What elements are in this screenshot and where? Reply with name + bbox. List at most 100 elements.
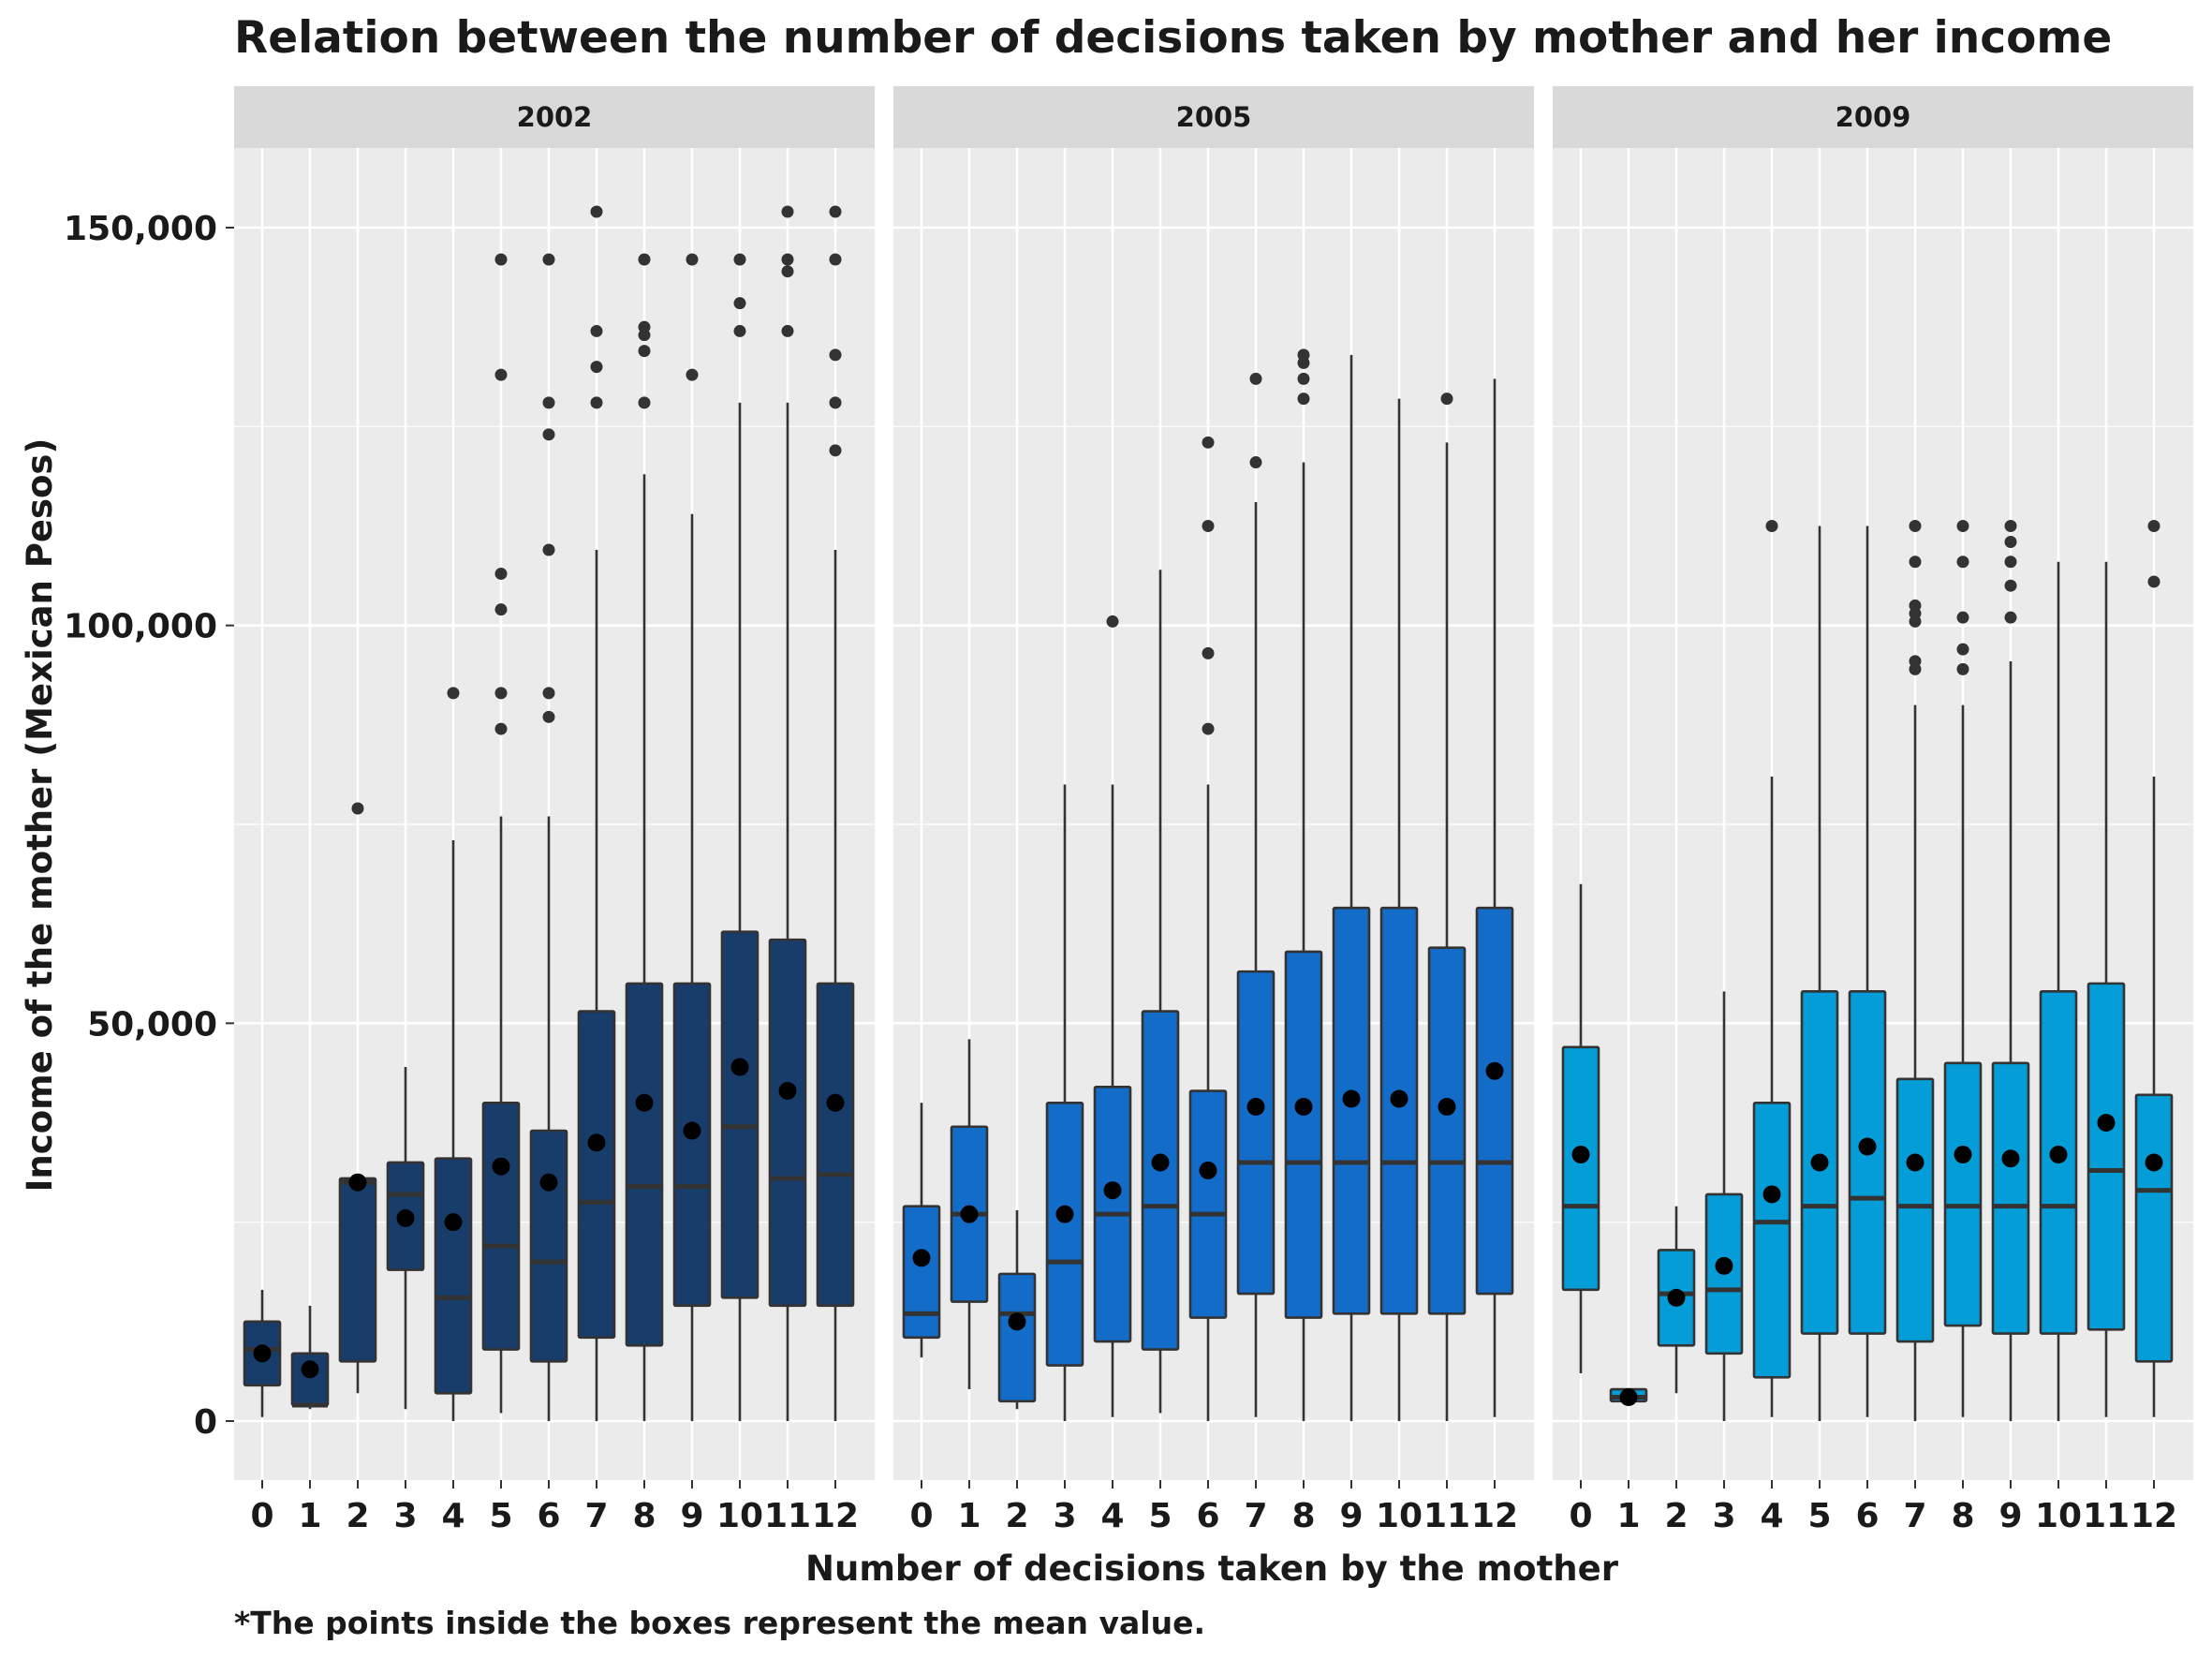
mean-point	[1294, 1098, 1313, 1117]
mean-point	[778, 1082, 797, 1101]
mean-point	[635, 1093, 654, 1112]
box-2009-6	[1848, 526, 1887, 1417]
outlier-point	[1765, 520, 1778, 532]
mean-point	[1906, 1153, 1924, 1172]
x-tick-label: 3	[1053, 1497, 1076, 1535]
box-body	[529, 1129, 568, 1363]
box-2005-12	[1475, 378, 1514, 1417]
box-body	[1561, 1045, 1600, 1292]
box-2009-8	[1943, 520, 1983, 1417]
mean-point	[444, 1213, 463, 1232]
outlier-point	[1909, 555, 1922, 569]
mean-point	[960, 1205, 979, 1223]
box-2009-5	[1800, 526, 1839, 1421]
y-tick-label: 50,000	[87, 1005, 217, 1044]
outlier-point	[447, 687, 460, 700]
box-2005-4	[1093, 615, 1132, 1417]
mean-point	[2145, 1153, 2163, 1172]
mean-point	[826, 1093, 845, 1112]
box-body	[1752, 1101, 1792, 1379]
box-2002-10	[720, 253, 759, 1421]
facet-strip	[893, 86, 1534, 148]
box-2002-7	[577, 205, 616, 1421]
outlier-point	[781, 265, 794, 278]
x-tick-label: 8	[632, 1497, 656, 1535]
box-body	[1848, 990, 1887, 1335]
mean-point	[1715, 1256, 1733, 1275]
box-2005-11	[1427, 393, 1467, 1421]
outlier-point	[781, 324, 794, 337]
outlier-point	[494, 603, 508, 616]
mean-point	[539, 1173, 558, 1192]
outlier-point	[1249, 372, 1262, 385]
box-2005-7	[1236, 372, 1276, 1417]
box-2005-8	[1284, 348, 1323, 1421]
y-axis-title: Income of the mother (Mexican Pesos)	[20, 438, 60, 1192]
outlier-point	[1956, 611, 1969, 624]
box-body	[1045, 1101, 1084, 1367]
box-2002-8	[625, 253, 664, 1421]
x-tick-label: 9	[1339, 1497, 1363, 1535]
outlier-point	[1202, 520, 1215, 532]
outlier-point	[1909, 520, 1922, 532]
box-body	[2134, 1093, 2174, 1363]
x-tick-label: 12	[2131, 1497, 2177, 1535]
outlier-point	[2004, 611, 2017, 624]
x-axis-title: Number of decisions taken by the mother	[805, 1548, 1619, 1589]
x-tick-label: 12	[1471, 1497, 1518, 1535]
outlier-point	[1440, 393, 1453, 406]
outlier-point	[1956, 555, 1969, 569]
outlier-point	[590, 205, 603, 218]
box-2005-10	[1379, 398, 1419, 1421]
y-tick-label: 100,000	[64, 608, 217, 646]
x-tick-label: 0	[1569, 1497, 1592, 1535]
y-tick-label: 150,000	[64, 210, 217, 248]
box-2002-2	[338, 802, 377, 1394]
x-tick-label: 10	[2035, 1497, 2082, 1535]
outlier-point	[2004, 535, 2017, 548]
box-body	[1141, 1010, 1180, 1351]
x-tick-label: 3	[393, 1497, 417, 1535]
outlier-point	[1297, 393, 1310, 406]
box-2009-10	[2039, 561, 2078, 1421]
x-tick-label: 12	[812, 1497, 859, 1535]
outlier-point	[638, 253, 651, 266]
outlier-point	[542, 396, 555, 409]
x-tick-label: 11	[1423, 1497, 1470, 1535]
box-body	[1236, 970, 1276, 1296]
x-tick-label: 2	[1664, 1497, 1688, 1535]
outlier-point	[1202, 646, 1215, 659]
box-2002-11	[768, 205, 807, 1421]
box-body	[902, 1205, 941, 1340]
mean-point	[348, 1173, 367, 1192]
mean-point	[1008, 1312, 1026, 1331]
facet-strip-label: 2009	[1836, 101, 1911, 133]
mean-point	[1667, 1288, 1686, 1307]
outlier-point	[781, 205, 794, 218]
x-tick-label: 6	[1855, 1497, 1879, 1535]
x-tick-label: 11	[2083, 1497, 2130, 1535]
box-2002-1	[290, 1305, 330, 1410]
mean-point	[2097, 1114, 2116, 1132]
outlier-point	[1956, 643, 1969, 656]
x-tick-label: 3	[1712, 1497, 1735, 1535]
mean-point	[1199, 1161, 1217, 1179]
box-body	[1991, 1061, 2030, 1335]
outlier-point	[542, 687, 555, 700]
facet-strip	[1553, 86, 2193, 148]
box-body	[1284, 950, 1323, 1319]
mean-point	[1858, 1137, 1877, 1156]
box-2009-9	[1991, 520, 2030, 1421]
x-tick-label: 8	[1291, 1497, 1315, 1535]
outlier-point	[829, 253, 842, 266]
outlier-point	[638, 320, 651, 333]
box-body	[672, 982, 712, 1308]
box-2002-6	[529, 253, 568, 1421]
mean-point	[253, 1344, 272, 1363]
mean-point	[2001, 1149, 2020, 1168]
outlier-point	[1249, 456, 1262, 469]
mean-point	[1342, 1089, 1361, 1108]
outlier-point	[542, 428, 555, 441]
outlier-point	[1909, 599, 1922, 612]
